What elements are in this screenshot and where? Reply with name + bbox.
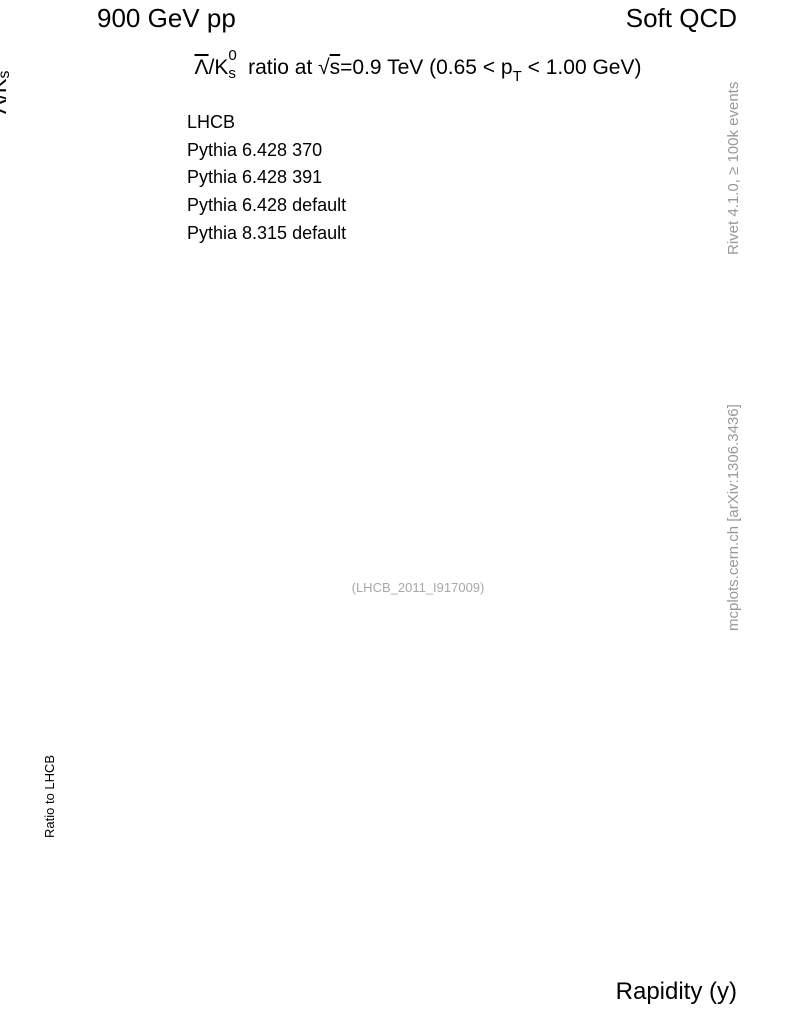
lambda-bar: Λ <box>0 99 11 114</box>
mcplots-credit-label: mcplots.cern.ch [arXiv:1306.3436] <box>725 404 742 631</box>
analysis-id-watermark: (LHCB_2011_I917009) <box>351 580 485 595</box>
plot-title: Λ/K 0 s ratio at √s=0.9 TeV (0.65 < pT < 1… <box>194 46 642 85</box>
legend-item-lhcb: LHCB <box>187 112 236 132</box>
legend-item-pythia6-391: Pythia 6.428 391 <box>187 167 323 187</box>
process-label: Soft QCD <box>625 3 737 33</box>
legend-item-pythia6-default: Pythia 6.428 default <box>187 195 347 215</box>
legend-item-pythia6-370: Pythia 6.428 370 <box>187 140 323 160</box>
main-y-axis-title: Λ/K0s <box>0 64 13 114</box>
beam-label: 900 GeV pp <box>97 3 236 33</box>
x-axis-title: Rapidity (y) <box>615 978 737 1005</box>
legend-item-pythia8-default: Pythia 8.315 default <box>187 223 347 243</box>
rivet-version-label: Rivet 4.1.0, ≥ 100k events <box>725 81 742 255</box>
ratio-y-axis-title: Ratio to LHCB <box>42 754 57 838</box>
